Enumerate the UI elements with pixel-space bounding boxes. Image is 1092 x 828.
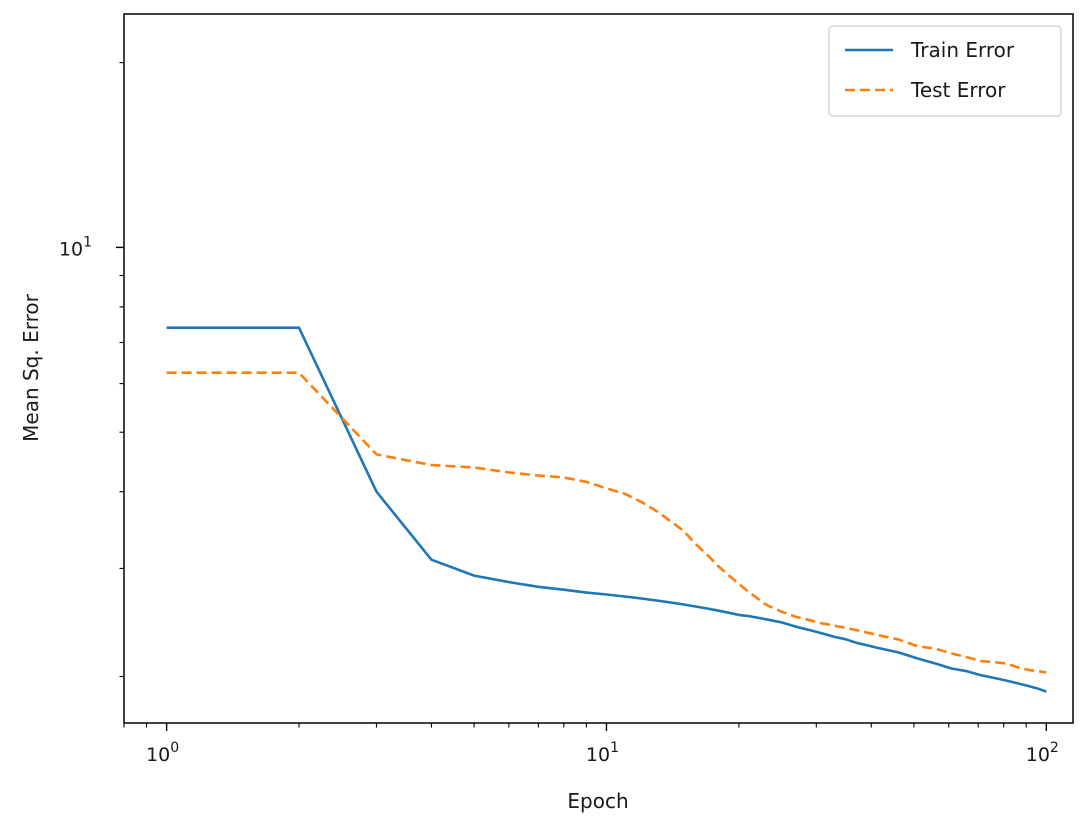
x-tick-label: 100 <box>146 740 179 766</box>
y-tick-label: 101 <box>59 234 92 260</box>
x-axis-label: Epoch <box>567 789 628 813</box>
legend-label-train-error: Train Error <box>910 38 1015 62</box>
series-line-train-error <box>166 326 1047 693</box>
x-tick-label: 102 <box>1026 740 1059 766</box>
legend-label-test-error: Test Error <box>910 78 1006 102</box>
x-tick-label: 101 <box>586 740 619 766</box>
series-layer <box>166 326 1047 693</box>
y-axis: 101 <box>59 62 124 678</box>
legend: Train Error Test Error <box>828 25 1062 117</box>
plot-area-frame <box>123 13 1074 724</box>
y-axis-label: Mean Sq. Error <box>19 293 43 441</box>
x-axis: 100 101 102 <box>123 723 1059 766</box>
legend-box <box>828 25 1062 117</box>
series-line-test-error <box>166 371 1047 674</box>
